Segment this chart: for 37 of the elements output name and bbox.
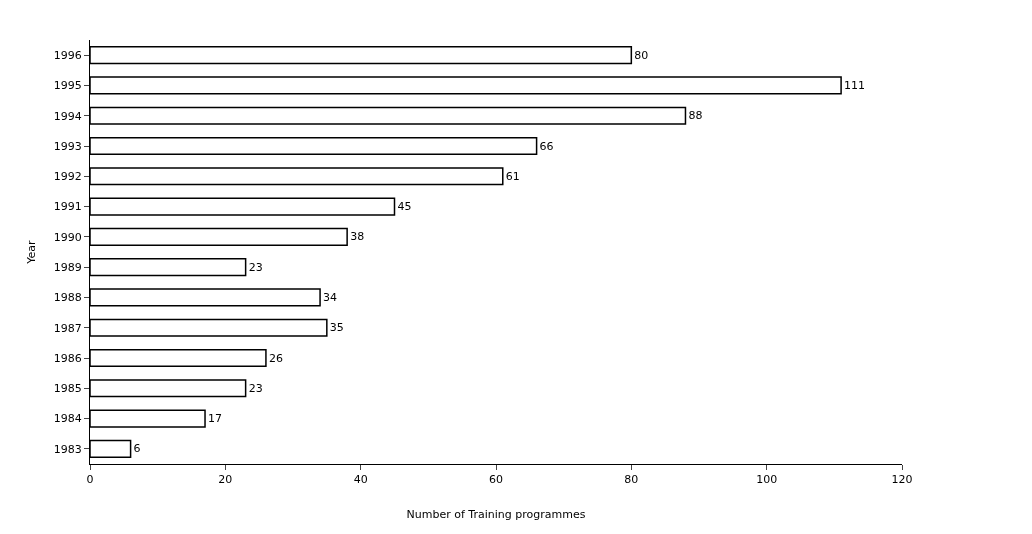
y-tick-label: 1990 xyxy=(53,230,82,244)
data-label: 6 xyxy=(133,442,141,456)
data-label: 66 xyxy=(539,139,554,153)
y-axis-title: Year xyxy=(25,239,39,265)
y-tick-label: 1985 xyxy=(53,382,82,396)
data-label: 61 xyxy=(505,169,520,183)
y-tick-label: 1995 xyxy=(53,79,82,93)
x-tick-label: 120 xyxy=(891,473,913,487)
y-tick-label: 1992 xyxy=(53,170,82,184)
y-tick-label: 1993 xyxy=(53,139,82,153)
x-tick-label: 40 xyxy=(353,473,368,487)
x-tick-label: 0 xyxy=(86,473,94,487)
y-tick-label: 1996 xyxy=(53,48,82,62)
y-tick-label: 1984 xyxy=(53,412,82,426)
x-tick-label: 20 xyxy=(218,473,233,487)
x-tick-label: 100 xyxy=(756,473,778,487)
x-tick-label: 80 xyxy=(624,473,639,487)
y-tick-label: 1986 xyxy=(53,351,82,365)
data-label: 80 xyxy=(634,48,649,62)
data-label: 23 xyxy=(248,381,263,395)
data-label: 34 xyxy=(323,290,338,304)
y-tick-label: 1983 xyxy=(53,442,82,456)
data-label: 45 xyxy=(397,200,412,214)
data-label: 17 xyxy=(208,412,223,426)
data-label: 88 xyxy=(688,109,703,123)
data-label: 23 xyxy=(248,260,263,274)
data-label: 38 xyxy=(350,230,365,244)
x-tick-label: 60 xyxy=(489,473,503,487)
data-label: 111 xyxy=(844,78,866,92)
y-tick-label: 1991 xyxy=(53,200,82,214)
x-axis-title: Number of Training programmes xyxy=(406,508,586,522)
y-tick-label: 1994 xyxy=(53,109,82,123)
y-tick-label: 1988 xyxy=(53,291,82,305)
data-label: 26 xyxy=(268,351,283,365)
y-tick-label: 1987 xyxy=(53,321,82,335)
y-tick-label: 1989 xyxy=(53,260,82,274)
data-label: 35 xyxy=(329,321,344,335)
